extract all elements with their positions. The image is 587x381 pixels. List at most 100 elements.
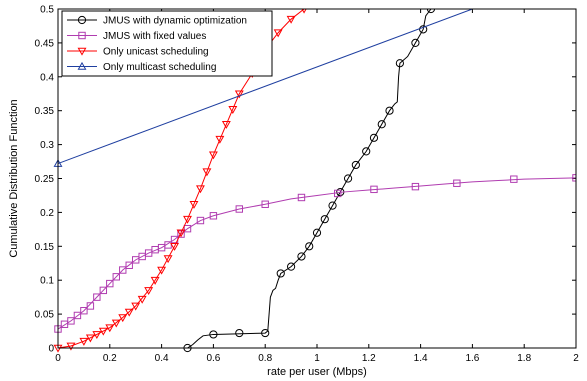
data-point-marker [343, 174, 353, 183]
data-point-marker [124, 308, 134, 317]
y-tick-label: 0.5 [40, 5, 54, 16]
data-point-marker [163, 255, 173, 264]
x-tick-label: 1.2 [362, 353, 376, 364]
data-point-marker [377, 120, 386, 129]
y-tick-label: 0.25 [35, 174, 55, 185]
data-point-marker [297, 193, 306, 202]
axis-labels: rate per user (Mbps) Cumulative Distribu… [8, 99, 367, 378]
data-point-marker [426, 9, 436, 14]
data-point-marker [80, 307, 88, 315]
y-tick-label: 0.15 [35, 242, 55, 253]
legend-label: Only multicast scheduling [103, 62, 216, 73]
legend-marker [77, 15, 87, 25]
y-tick-label: 0.4 [40, 72, 54, 83]
data-point-marker [183, 215, 192, 224]
data-point-marker [395, 59, 404, 68]
data-point-marker [202, 168, 212, 177]
data-point-marker [99, 286, 108, 295]
data-point-marker [362, 147, 371, 156]
data-point-marker [287, 262, 296, 271]
data-point-marker [419, 25, 428, 34]
data-point-marker [170, 243, 180, 251]
legend-label: JMUS with dynamic optimization [103, 16, 247, 27]
x-tick-label: 1.4 [414, 353, 428, 364]
y-tick-label: 0.45 [35, 38, 55, 49]
data-point-marker [85, 334, 95, 343]
data-point-marker [195, 185, 205, 194]
series-layer [53, 9, 576, 353]
data-point-marker [235, 205, 244, 213]
data-point-marker [453, 179, 461, 187]
data-point-marker [79, 337, 89, 346]
data-point-marker [67, 317, 75, 325]
y-tick-label: 0.3 [40, 140, 54, 151]
data-point-marker [92, 331, 102, 340]
data-point-marker [93, 293, 101, 301]
data-point-marker [189, 200, 199, 209]
data-point-marker [98, 327, 108, 336]
y-axis-label: Cumulative Distribution Function [8, 99, 20, 257]
data-point-marker [411, 182, 420, 191]
data-point-marker [385, 106, 394, 115]
data-point-marker [370, 185, 378, 194]
x-tick-label: 0.6 [206, 353, 220, 364]
x-tick-label: 1 [314, 353, 320, 364]
data-point-marker [320, 215, 329, 224]
series-line [57, 177, 576, 330]
x-tick-label: 0.4 [155, 353, 169, 364]
data-point-marker [125, 261, 133, 269]
data-point-marker [73, 311, 82, 320]
data-point-marker [261, 200, 269, 208]
data-point-marker [131, 302, 141, 311]
legend-marker [78, 31, 86, 40]
data-point-marker [118, 314, 128, 323]
data-point-marker [276, 269, 285, 278]
data-point-marker [112, 273, 120, 281]
x-tick-label: 0.8 [258, 353, 272, 364]
data-point-marker [273, 29, 283, 38]
data-point-marker [221, 120, 231, 129]
x-axis-label: rate per user (Mbps) [267, 366, 367, 378]
legend-label: Only unicast scheduling [103, 47, 209, 58]
series-line [57, 9, 473, 165]
data-point-marker [328, 201, 337, 210]
data-point-marker [235, 328, 244, 338]
data-point-marker [111, 319, 121, 328]
x-tick-label: 0.2 [103, 353, 117, 364]
data-point-marker [261, 328, 270, 338]
data-point-marker [208, 151, 218, 160]
data-point-marker [334, 189, 342, 198]
data-point-marker [228, 106, 238, 114]
legend-box [61, 10, 273, 77]
plot-frame [57, 8, 577, 349]
data-point-marker [137, 295, 147, 304]
series-line [187, 9, 432, 349]
data-point-marker [305, 242, 314, 251]
data-point-marker [209, 330, 218, 339]
data-point-marker [119, 266, 127, 274]
x-tick-label: 2 [573, 353, 579, 364]
data-point-marker [183, 224, 192, 233]
data-point-marker [105, 324, 115, 333]
data-point-marker [351, 160, 360, 170]
x-tick-label: 1.6 [465, 353, 479, 364]
data-point-marker [209, 212, 218, 220]
data-point-marker [144, 287, 154, 295]
y-tick-label: 0.35 [35, 106, 55, 117]
data-point-marker [312, 228, 322, 237]
data-point-marker [66, 342, 76, 351]
data-point-marker [215, 135, 225, 144]
data-point-marker [106, 279, 114, 288]
series-2 [54, 174, 576, 333]
data-point-marker [150, 276, 160, 285]
data-point-marker [411, 38, 420, 48]
data-point-marker [86, 302, 95, 310]
legend: JMUS with dynamic optimization JMUS with … [61, 10, 273, 77]
data-point-marker [286, 15, 296, 24]
data-point-marker [176, 229, 186, 238]
data-point-marker [196, 216, 205, 225]
data-point-marker [234, 90, 244, 99]
data-point-marker [369, 133, 379, 142]
data-point-marker [297, 252, 306, 261]
